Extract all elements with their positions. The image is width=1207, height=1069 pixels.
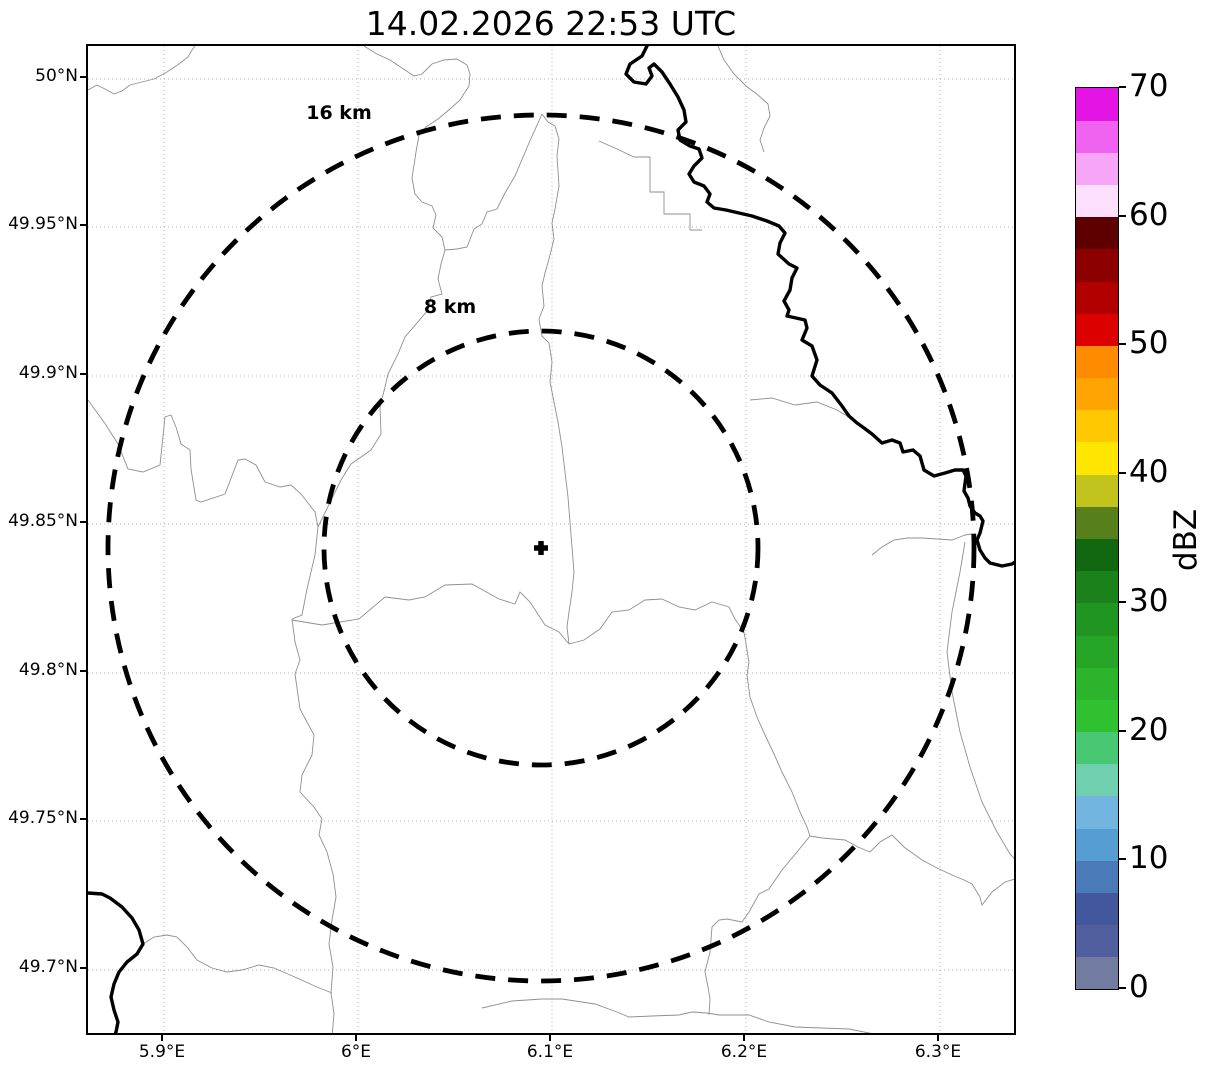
map-plot-area: 16 km 8 km — [86, 44, 1016, 1035]
colorbar-tick-label: 60 — [1129, 196, 1169, 233]
colorbar-segment — [1076, 570, 1118, 604]
colorbar-segment — [1076, 377, 1118, 411]
colorbar-tick-label: 10 — [1129, 840, 1169, 877]
colorbar — [1075, 87, 1119, 990]
y-tick-label: 49.9°N — [18, 363, 78, 383]
colorbar-tick-mark — [1119, 86, 1126, 88]
colorbar-segment — [1076, 345, 1118, 379]
colorbar-segment — [1076, 731, 1118, 765]
colorbar-segment — [1076, 924, 1118, 958]
colorbar-tick-label: 50 — [1129, 325, 1169, 362]
admin-boundary-line — [291, 583, 811, 837]
admin-boundary-line — [598, 140, 702, 231]
colorbar-tick-mark — [1119, 987, 1126, 989]
colorbar-tick-mark — [1119, 858, 1126, 861]
x-tick-mark — [937, 1035, 939, 1041]
x-tick-label: 6°E — [340, 1042, 372, 1062]
colorbar-segment — [1076, 184, 1118, 218]
admin-boundary-line — [142, 934, 333, 994]
colorbar-segment — [1076, 281, 1118, 314]
colorbar-axis-label: dBZ — [1168, 508, 1204, 572]
colorbar-segment — [1076, 602, 1118, 636]
x-tick-label: 6.3°E — [914, 1042, 962, 1062]
y-tick-mark — [80, 373, 86, 375]
colorbar-segment — [1076, 667, 1118, 700]
colorbar-segment — [1076, 441, 1118, 475]
colorbar-segment — [1076, 152, 1118, 186]
country-border-line — [88, 891, 145, 1033]
y-tick-label: 50°N — [35, 66, 78, 86]
x-tick-label: 6.2°E — [720, 1042, 768, 1062]
range-ring-label-16km: 16 km — [306, 102, 372, 124]
admin-boundary-line — [946, 541, 1014, 859]
radar-site-marker — [534, 541, 548, 555]
colorbar-segment — [1076, 474, 1118, 507]
y-tick-mark — [80, 224, 86, 226]
admin-boundary-line — [481, 998, 872, 1033]
colorbar-segment — [1076, 88, 1118, 121]
colorbar-segment — [1076, 956, 1118, 990]
y-tick-mark — [80, 521, 86, 523]
colorbar-tick-mark — [1119, 472, 1126, 475]
y-tick-label: 49.7°N — [18, 957, 78, 977]
range-ring — [105, 112, 977, 984]
colorbar-segment — [1076, 538, 1118, 572]
y-tick-label: 49.75°N — [8, 808, 78, 828]
y-tick-label: 49.85°N — [8, 511, 78, 531]
range-ring-label-8km: 8 km — [423, 296, 477, 318]
map-canvas — [88, 46, 1014, 1033]
colorbar-segment — [1076, 248, 1118, 282]
admin-boundary-line — [538, 113, 575, 645]
colorbar-tick-label: 40 — [1129, 454, 1169, 491]
y-tick-label: 49.95°N — [8, 214, 78, 234]
x-tick-mark — [355, 1035, 357, 1041]
admin-boundary-line — [291, 46, 471, 1033]
colorbar-segment — [1076, 699, 1118, 733]
admin-boundary-line — [809, 834, 1014, 907]
colorbar-tick-mark — [1119, 729, 1126, 732]
x-tick-mark — [743, 1035, 745, 1041]
colorbar-tick-mark — [1119, 214, 1126, 217]
admin-boundary-line — [717, 46, 771, 153]
y-tick-mark — [80, 670, 86, 672]
colorbar-tick-label: 70 — [1129, 68, 1169, 104]
colorbar-segment — [1076, 635, 1118, 668]
y-tick-mark — [80, 76, 86, 78]
colorbar-tick-label: 20 — [1129, 711, 1169, 748]
y-tick-label: 49.8°N — [18, 660, 78, 680]
colorbar-segment — [1076, 120, 1118, 153]
colorbar-segment — [1076, 313, 1118, 346]
admin-boundary-line — [871, 533, 973, 556]
colorbar-tick-label: 0 — [1129, 969, 1149, 1005]
x-tick-label: 5.9°E — [138, 1042, 186, 1062]
colorbar-segment — [1076, 795, 1118, 829]
admin-boundary-line — [704, 835, 811, 1016]
admin-boundary-line — [444, 113, 543, 251]
x-tick-mark — [161, 1035, 163, 1041]
colorbar-segment — [1076, 828, 1118, 861]
colorbar-segment — [1076, 506, 1118, 539]
admin-boundary-line — [88, 46, 196, 95]
colorbar-tick-mark — [1119, 600, 1126, 603]
colorbar-tick-mark — [1119, 343, 1126, 346]
y-tick-mark — [80, 967, 86, 969]
admin-boundary-line — [88, 399, 319, 528]
plot-title: 14.02.2026 22:53 UTC — [365, 4, 737, 43]
colorbar-segment — [1076, 409, 1118, 443]
x-tick-mark — [549, 1035, 551, 1041]
colorbar-segment — [1076, 860, 1118, 893]
y-tick-mark — [80, 818, 86, 820]
country-border-line — [624, 46, 1014, 568]
colorbar-segment — [1076, 892, 1118, 926]
colorbar-segment — [1076, 216, 1118, 250]
x-tick-label: 6.1°E — [526, 1042, 574, 1062]
colorbar-tick-label: 30 — [1129, 582, 1169, 619]
range-ring — [321, 328, 761, 768]
colorbar-segment — [1076, 763, 1118, 797]
